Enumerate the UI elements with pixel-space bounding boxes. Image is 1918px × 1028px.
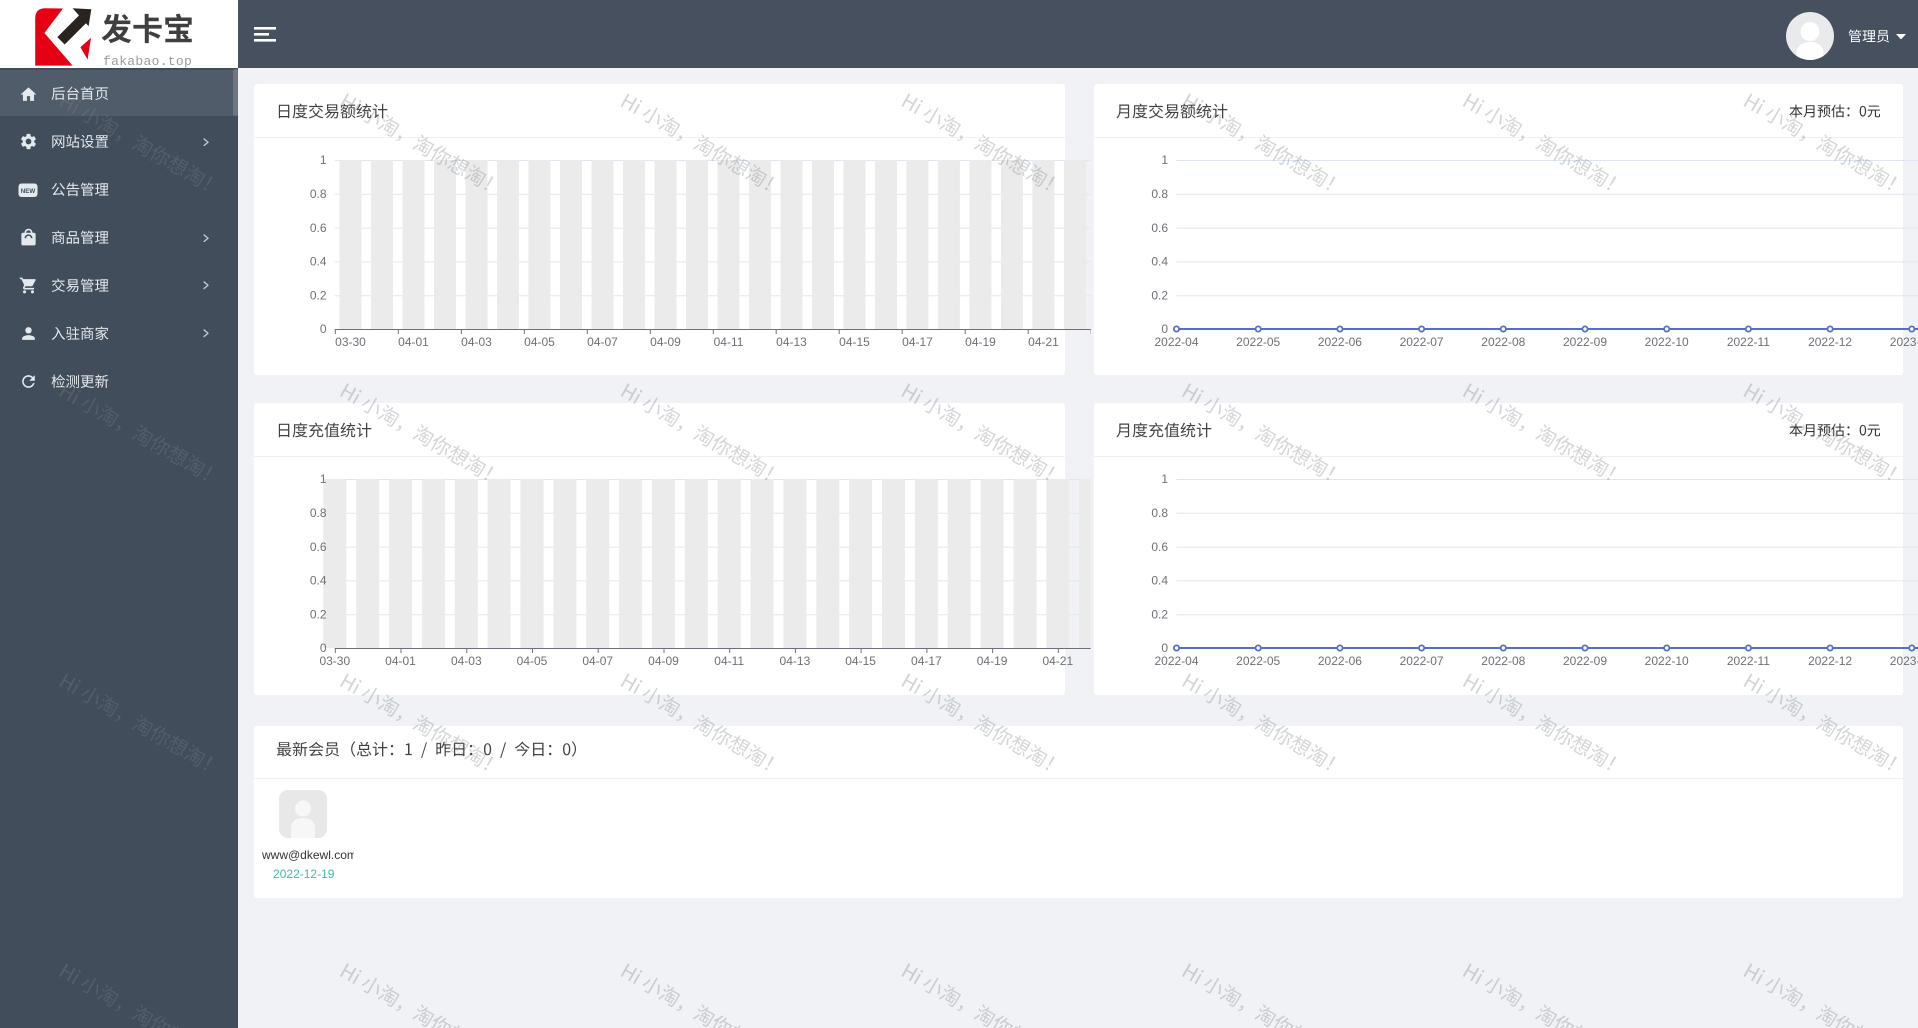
svg-text:2022-08: 2022-08: [1481, 654, 1525, 668]
svg-text:04-11: 04-11: [714, 335, 744, 349]
svg-text:0.6: 0.6: [310, 540, 327, 554]
svg-text:2023-01: 2023-01: [1889, 654, 1918, 668]
svg-text:0.4: 0.4: [310, 574, 327, 588]
svg-text:04-17: 04-17: [902, 335, 933, 349]
svg-text:2022-11: 2022-11: [1726, 335, 1769, 349]
svg-text:04-09: 04-09: [648, 654, 679, 668]
svg-text:04-05: 04-05: [517, 654, 548, 668]
svg-text:0: 0: [1161, 322, 1168, 336]
svg-text:0.2: 0.2: [1151, 288, 1168, 302]
svg-text:04-19: 04-19: [977, 654, 1008, 668]
svg-text:2022-12: 2022-12: [1808, 335, 1852, 349]
svg-text:2023-01: 2023-01: [1889, 335, 1918, 349]
svg-text:0.2: 0.2: [310, 607, 327, 621]
svg-text:04-03: 04-03: [451, 654, 482, 668]
svg-text:2022-09: 2022-09: [1562, 335, 1606, 349]
svg-text:04-19: 04-19: [965, 335, 996, 349]
svg-text:2022-05: 2022-05: [1236, 654, 1280, 668]
svg-text:04-21: 04-21: [1028, 335, 1059, 349]
svg-text:04-05: 04-05: [524, 335, 555, 349]
svg-text:0.8: 0.8: [310, 506, 327, 520]
svg-text:0.4: 0.4: [1151, 255, 1168, 269]
svg-text:2022-10: 2022-10: [1644, 335, 1688, 349]
svg-text:0.6: 0.6: [310, 221, 327, 235]
svg-text:04-01: 04-01: [385, 654, 416, 668]
svg-text:1: 1: [1161, 153, 1168, 167]
svg-text:NEW: NEW: [21, 188, 36, 195]
svg-text:03-30: 03-30: [335, 335, 366, 349]
svg-text:0.8: 0.8: [1151, 187, 1168, 201]
svg-text:1: 1: [1161, 472, 1168, 486]
svg-text:0: 0: [320, 641, 327, 655]
svg-text:04-07: 04-07: [582, 654, 613, 668]
svg-text:0.2: 0.2: [1151, 607, 1168, 621]
svg-text:0.2: 0.2: [310, 288, 327, 302]
svg-text:0: 0: [320, 322, 327, 336]
svg-text:2022-11: 2022-11: [1726, 654, 1769, 668]
svg-text:2022-07: 2022-07: [1399, 335, 1443, 349]
svg-text:2022-06: 2022-06: [1317, 654, 1361, 668]
svg-text:04-17: 04-17: [911, 654, 942, 668]
svg-text:04-03: 04-03: [461, 335, 492, 349]
svg-text:04-09: 04-09: [650, 335, 681, 349]
svg-text:2022-04: 2022-04: [1154, 654, 1198, 668]
svg-text:0.6: 0.6: [1151, 540, 1168, 554]
svg-text:0.8: 0.8: [1151, 506, 1168, 520]
svg-text:1: 1: [320, 472, 327, 486]
svg-text:2022-09: 2022-09: [1562, 654, 1606, 668]
svg-text:04-21: 04-21: [1042, 654, 1073, 668]
svg-text:1: 1: [320, 153, 327, 167]
svg-text:04-13: 04-13: [780, 654, 811, 668]
svg-text:0.6: 0.6: [1151, 221, 1168, 235]
svg-text:2022-10: 2022-10: [1644, 654, 1688, 668]
svg-text:04-01: 04-01: [398, 335, 429, 349]
svg-text:0.4: 0.4: [310, 255, 327, 269]
svg-text:2022-07: 2022-07: [1399, 654, 1443, 668]
svg-text:2022-05: 2022-05: [1236, 335, 1280, 349]
svg-text:04-15: 04-15: [839, 335, 870, 349]
svg-text:0: 0: [1161, 641, 1168, 655]
svg-text:0.8: 0.8: [310, 187, 327, 201]
svg-text:04-11: 04-11: [714, 654, 744, 668]
svg-text:03-30: 03-30: [319, 654, 350, 668]
svg-text:0.4: 0.4: [1151, 574, 1168, 588]
svg-text:04-07: 04-07: [587, 335, 618, 349]
svg-text:04-15: 04-15: [845, 654, 876, 668]
svg-text:2022-08: 2022-08: [1481, 335, 1525, 349]
svg-text:04-13: 04-13: [776, 335, 807, 349]
svg-text:2022-12: 2022-12: [1808, 654, 1852, 668]
svg-text:2022-06: 2022-06: [1317, 335, 1361, 349]
svg-text:2022-04: 2022-04: [1154, 335, 1198, 349]
